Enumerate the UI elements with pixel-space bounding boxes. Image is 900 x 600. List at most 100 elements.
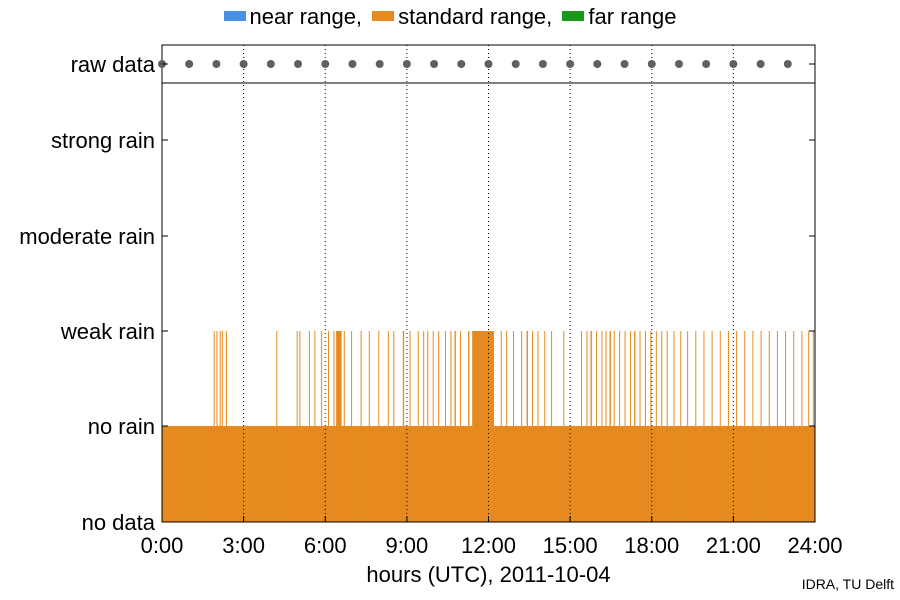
bar-weak-rain-4	[225, 331, 227, 522]
bar-weak-rain-43	[563, 331, 565, 522]
bar-weak-rain-32	[468, 331, 470, 522]
bar-weak-rain-33	[472, 331, 494, 522]
bar-weak-rain-62	[673, 331, 675, 522]
legend: near range, standard range, far range	[0, 4, 900, 30]
raw-data-point-5	[294, 60, 303, 68]
bar-weak-rain-36	[512, 331, 514, 522]
bar-weak-rain-54	[629, 331, 631, 522]
bar-weak-rain-64	[687, 331, 689, 522]
legend-swatch-far-range	[562, 11, 585, 22]
raw-data-point-16	[593, 60, 602, 68]
bar-weak-rain-27	[438, 331, 440, 522]
bar-weak-rain-26	[432, 331, 434, 522]
x-axis-label: hours (UTC), 2011-10-04	[366, 562, 610, 587]
bar-weak-rain-59	[655, 331, 657, 522]
bar-weak-rain-37	[521, 331, 523, 522]
bar-weak-rain-20	[393, 331, 395, 522]
bar-weak-rain-55	[634, 331, 636, 522]
raw-data-point-17	[620, 60, 629, 68]
bar-weak-rain-39	[532, 331, 534, 522]
x-tick-label-4: 12:00	[461, 533, 516, 558]
bar-weak-rain-52	[619, 331, 621, 522]
bar-weak-rain-21	[402, 331, 405, 522]
bar-weak-rain-14	[343, 331, 345, 522]
raw-data-point-18	[647, 60, 656, 68]
raw-data-point-9	[402, 60, 411, 68]
bar-weak-rain-19	[387, 331, 389, 522]
bar-weak-rain-48	[601, 331, 603, 522]
bar-weak-rain-40	[537, 331, 539, 522]
raw-data-point-14	[538, 60, 547, 68]
bar-weak-rain-9	[314, 331, 316, 522]
raw-data-point-19	[674, 60, 683, 68]
bar-weak-rain-75	[776, 331, 778, 522]
legend-label-standard-range: standard range,	[398, 4, 553, 29]
bar-weak-rain-73	[760, 331, 762, 522]
bar-weak-rain-61	[666, 331, 668, 522]
legend-label-far-range: far range	[588, 4, 677, 29]
raw-data-point-13	[511, 60, 520, 68]
credit-label: IDRA, TU Delft	[801, 576, 894, 592]
legend-item-far-range: far range	[562, 4, 676, 30]
bar-weak-rain-47	[595, 331, 597, 522]
bar-weak-rain-69	[727, 331, 729, 522]
bar-weak-rain-79	[808, 331, 810, 522]
bar-weak-rain-13	[336, 331, 342, 522]
y-tick-label-2: weak rain	[60, 319, 155, 344]
bar-weak-rain-71	[744, 331, 746, 522]
bar-weak-rain-76	[785, 331, 787, 522]
bar-weak-rain-72	[752, 331, 754, 522]
raw-data-point-7	[348, 60, 357, 68]
bar-weak-rain-17	[368, 331, 370, 522]
bar-weak-rain-1	[216, 331, 218, 522]
bar-weak-rain-45	[586, 331, 588, 522]
raw-data-point-23	[783, 60, 792, 68]
bar-weak-rain-10	[321, 331, 323, 522]
bar-weak-rain-65	[695, 331, 697, 522]
bar-weak-rain-66	[703, 331, 705, 522]
bar-weak-rain-41	[544, 331, 546, 522]
bar-weak-rain-63	[680, 331, 682, 522]
legend-swatch-standard-range	[372, 11, 395, 22]
x-tick-label-2: 6:00	[304, 533, 347, 558]
bar-weak-rain-16	[360, 331, 362, 522]
bar-weak-rain-67	[711, 331, 713, 522]
legend-item-standard-range: standard range,	[372, 4, 552, 30]
bar-weak-rain-24	[423, 331, 425, 522]
raw-data-point-15	[566, 60, 575, 68]
raw-data-point-20	[702, 60, 711, 68]
bar-weak-rain-8	[308, 331, 310, 522]
bar-weak-rain-42	[551, 331, 553, 522]
bar-weak-rain-12	[333, 331, 335, 522]
bar-weak-rain-44	[581, 331, 583, 522]
bar-weak-rain-51	[613, 331, 615, 522]
raw-data-point-4	[266, 60, 275, 68]
x-tick-label-5: 15:00	[543, 533, 598, 558]
x-tick-label-1: 3:00	[222, 533, 265, 558]
raw-data-point-1	[185, 60, 194, 68]
bar-weak-rain-50	[609, 331, 611, 522]
raw-data-point-3	[239, 60, 248, 68]
bar-weak-rain-70	[736, 331, 738, 522]
bar-weak-rain-56	[639, 331, 641, 522]
bar-weak-rain-30	[454, 331, 456, 522]
bar-weak-rain-6	[296, 331, 298, 522]
bar-weak-rain-11	[327, 331, 329, 522]
y-tick-label-1: no rain	[88, 414, 155, 439]
bar-weak-rain-18	[378, 331, 380, 522]
x-tick-label-8: 24:00	[787, 533, 842, 558]
bar-weak-rain-29	[450, 331, 452, 522]
raw-data-point-8	[375, 60, 384, 68]
bar-weak-rain-60	[661, 331, 663, 522]
bar-weak-rain-68	[719, 331, 721, 522]
bar-weak-rain-78	[801, 331, 803, 522]
y-tick-label-5: raw data	[71, 52, 156, 77]
bar-weak-rain-15	[351, 331, 353, 522]
bar-weak-rain-46	[590, 331, 592, 522]
y-tick-label-0: no data	[82, 510, 156, 535]
bar-weak-rain-58	[650, 331, 652, 522]
bar-weak-rain-74	[768, 331, 770, 522]
raw-data-point-10	[430, 60, 439, 68]
bar-weak-rain-34	[500, 331, 502, 522]
